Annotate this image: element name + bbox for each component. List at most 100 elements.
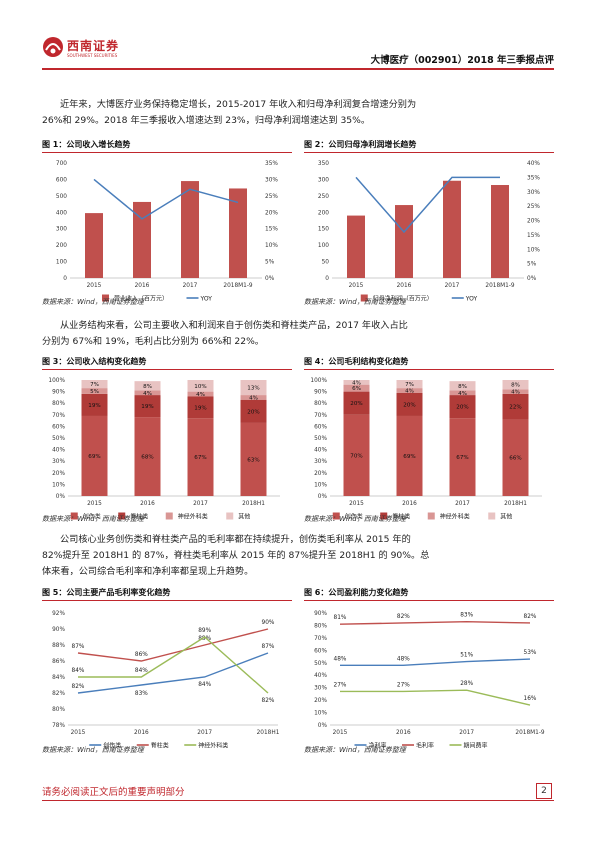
data-label: 6%: [352, 386, 361, 392]
y-tick-label: 80%: [52, 401, 65, 407]
stacked-bar-segment: [502, 389, 529, 395]
page-number: 2: [536, 783, 552, 799]
x-tick-label: 2015: [349, 501, 364, 507]
data-label: 84%: [198, 682, 211, 688]
bar: [133, 202, 151, 279]
y-tick-label: 0: [63, 276, 67, 282]
series-line: [77, 628, 269, 662]
data-label: 70%: [350, 454, 362, 460]
legend-swatch: [380, 512, 388, 520]
data-label: 66%: [509, 456, 521, 462]
y-tick-label: 20%: [314, 471, 327, 477]
stacked-bar-segment: [81, 394, 108, 417]
figure-title: 图 4：公司毛利结构变化趋势: [304, 357, 409, 366]
y-tick-label: 200: [318, 210, 329, 216]
paragraph-line: 公司核心业务创伤类和脊柱类产品的毛利率都在持续提升，创伤类毛利率从 2015 年…: [60, 534, 411, 545]
figure-1: 图 1：公司收入增长趋势 0 100 200 300 400 500 600 700 0% 5% 1…: [42, 139, 292, 303]
bar: [491, 185, 509, 279]
y-tick-label: 30%: [52, 459, 65, 465]
legend-label: 归母净利润（百万元）: [373, 295, 433, 303]
x-tick-label: 2018H1: [257, 730, 280, 736]
paragraph-margin: 公司核心业务创伤类和脊柱类产品的毛利率都在持续提升，创伤类毛利率从 2015 年…: [42, 532, 554, 580]
data-label: 4%: [405, 389, 414, 395]
legend-label: 神经外科类: [198, 742, 228, 750]
y2-tick-label: 0%: [527, 276, 537, 282]
x-tick-label: 2015: [349, 283, 364, 289]
stacked-bar-segment: [134, 395, 161, 418]
stacked-bar-segment: [449, 381, 476, 391]
y-tick-label: 500: [56, 194, 67, 200]
data-label: 90%: [262, 620, 275, 626]
series-line: [340, 658, 531, 667]
y2-tick-label: 30%: [265, 178, 278, 184]
y2-tick-label: 5%: [265, 260, 275, 266]
paragraph-line: 26%和 29%。2018 年三季报收入增速达到 23%，归母净利润增速达到 3…: [42, 115, 371, 126]
data-label: 27%: [334, 683, 347, 689]
legend-label: 营业收入（百万元）: [114, 295, 168, 303]
y-tick-label: 40%: [314, 448, 327, 454]
figure-title: 图 2：公司归母净利润增长趋势: [304, 140, 417, 149]
data-source: 数据来源：Wind，西南证券整理: [304, 746, 406, 754]
y-tick-label: 10%: [314, 483, 327, 489]
bar: [347, 215, 365, 279]
x-tick-label: 2018M1-9: [485, 283, 515, 289]
data-label: 4%: [196, 392, 205, 398]
data-source: 数据来源：Wind，西南证券整理: [42, 746, 144, 754]
data-label: 4%: [458, 391, 467, 397]
data-label: 8%: [511, 383, 520, 389]
legend-label: 其他: [500, 513, 512, 521]
data-label: 69%: [88, 454, 100, 460]
stacked-bar-segment: [449, 390, 476, 396]
stacked-bar-segment: [187, 396, 214, 419]
x-tick-label: 2017: [445, 283, 460, 289]
y-tick-label: 20%: [52, 471, 65, 477]
legend-label: 创伤类: [103, 742, 121, 750]
report-title: 大博医疗（002901）2018 年三季报点评: [370, 55, 554, 66]
y-tick-label: 0%: [318, 494, 328, 500]
data-label: 84%: [135, 668, 148, 674]
y-tick-label: 80%: [314, 401, 327, 407]
paragraph-line: 近年来，大博医疗业务保持稳定增长，2015-2017 年收入和归母净利润复合增速…: [60, 99, 417, 110]
data-label: 20%: [350, 401, 362, 407]
y-tick-label: 0: [325, 276, 329, 282]
y-tick-label: 78%: [52, 723, 65, 729]
yoy-line: [355, 176, 500, 234]
stacked-bar-segment: [187, 391, 214, 397]
x-tick-label: 2016: [402, 501, 417, 507]
y-tick-label: 50%: [52, 436, 65, 442]
y2-tick-label: 5%: [527, 262, 537, 268]
data-label: 20%: [247, 410, 259, 416]
y-tick-label: 90%: [314, 390, 327, 396]
legend-swatch: [118, 512, 126, 520]
stacked-bar-segment: [134, 381, 161, 391]
y-tick-label: 100: [318, 243, 329, 249]
y-tick-label: 30%: [314, 459, 327, 465]
footer-disclaimer: 请务必阅读正文后的重要声明部分: [42, 787, 185, 798]
y-tick-label: 40%: [52, 448, 65, 454]
figure-title-rule: [304, 369, 554, 371]
data-source: 数据来源：Wind，西南证券整理: [42, 515, 144, 523]
y-tick-label: 60%: [52, 425, 65, 431]
stacked-bar-segment: [81, 388, 108, 395]
y2-tick-label: 15%: [265, 227, 278, 233]
data-label: 82%: [262, 698, 275, 704]
bar: [181, 181, 199, 279]
stacked-bar-segment: [343, 384, 370, 392]
y2-tick-label: 10%: [527, 247, 540, 253]
stacked-bar-segment: [502, 394, 529, 420]
data-label: 20%: [403, 403, 415, 409]
data-label: 67%: [456, 455, 468, 461]
y-tick-label: 300: [318, 178, 329, 184]
stacked-bar-segment: [396, 392, 423, 417]
data-label: 89%: [198, 628, 211, 634]
data-label: 67%: [194, 455, 206, 461]
legend-label: 脊柱类: [130, 513, 148, 521]
figure-3: 图 3：公司收入结构变化趋势 0% 10% 20% 30% 40% 50% 60% 70% 80…: [42, 356, 292, 522]
stacked-bar-segment: [396, 416, 423, 497]
y2-tick-label: 25%: [527, 204, 540, 210]
y-tick-label: 70%: [52, 413, 65, 419]
data-label: 82%: [524, 614, 537, 620]
series-line: [339, 621, 531, 626]
data-label: 53%: [524, 650, 537, 656]
data-label: 19%: [88, 403, 100, 409]
